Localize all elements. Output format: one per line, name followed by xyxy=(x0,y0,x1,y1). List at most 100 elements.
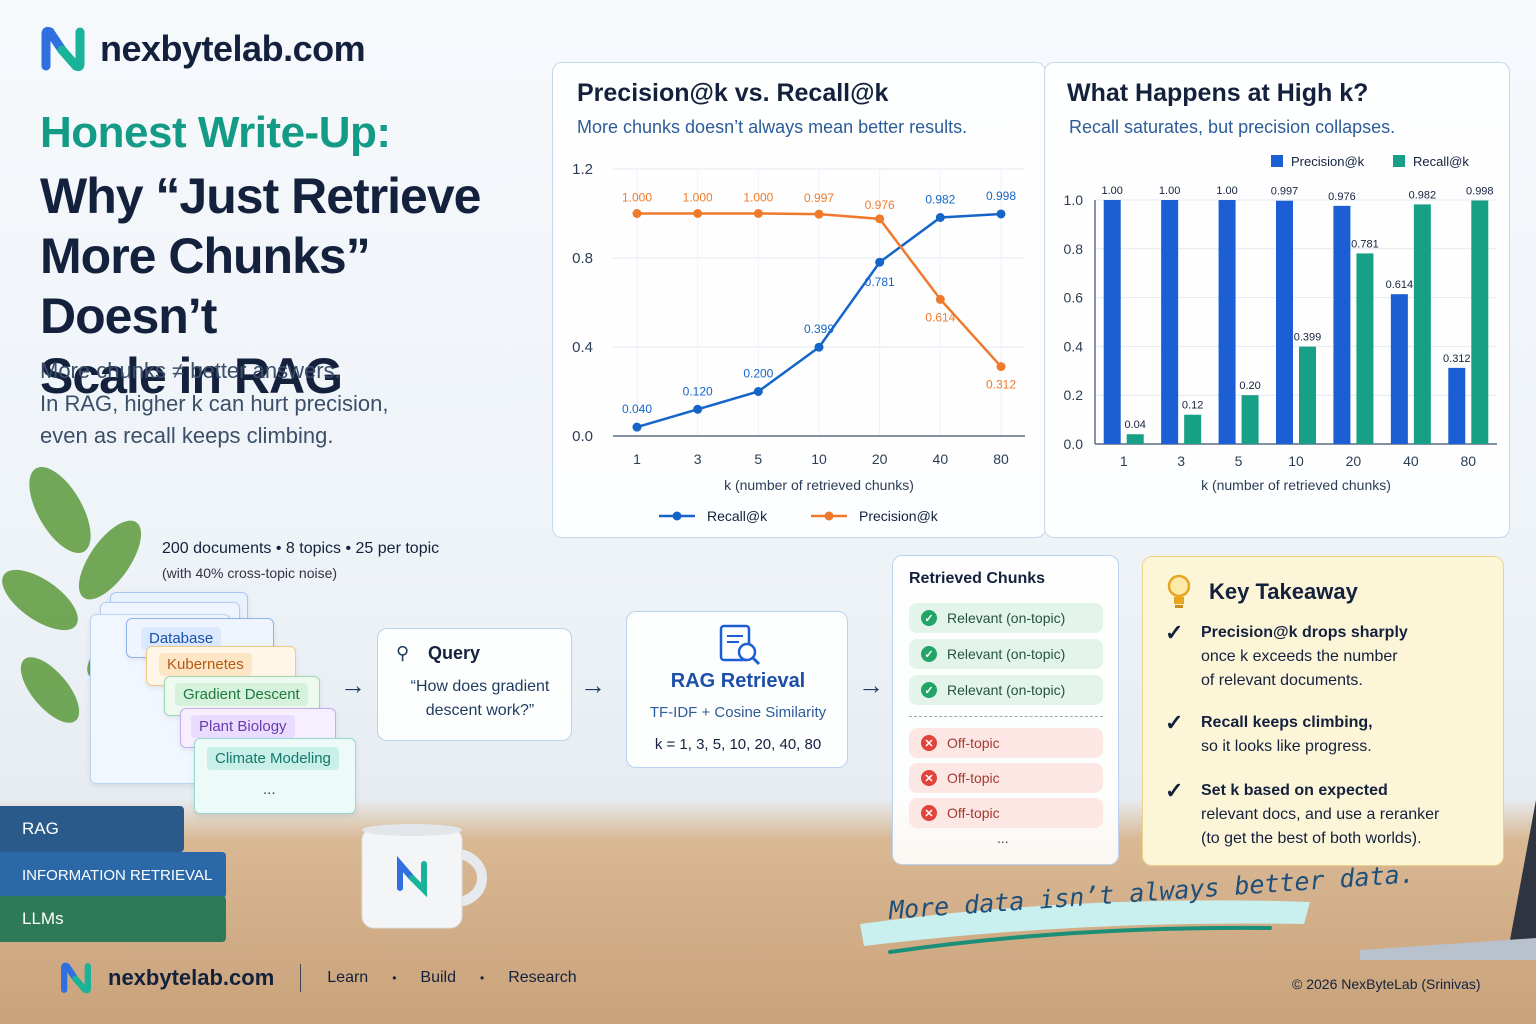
data-label: 0.781 xyxy=(1351,238,1379,250)
plant-decoration xyxy=(2,467,153,723)
mug-decoration xyxy=(361,824,487,929)
query-box: ⚲ Query “How does gradient descent work?… xyxy=(377,628,572,741)
chunk-relevant: ✓ Relevant (on-topic) xyxy=(909,675,1103,705)
x-tick-label: 20 xyxy=(1346,453,1362,469)
brand-name: nexbytelab.com xyxy=(100,28,366,69)
bar xyxy=(1333,205,1351,444)
query-text: “How does gradient descent work?” xyxy=(410,678,550,719)
book-title: INFORMATION RETRIEVAL xyxy=(22,866,213,884)
y-tick-label: 0.2 xyxy=(1064,387,1084,403)
data-point xyxy=(753,387,763,396)
footer-link-build[interactable]: Build xyxy=(420,969,456,986)
takeaway-line: (to get the best of both worlds). xyxy=(1201,830,1422,847)
headline-line: Scale in RAG xyxy=(40,348,343,404)
x-tick-label: 5 xyxy=(1235,453,1243,469)
lightbulb-icon xyxy=(1167,574,1191,608)
headline-line: More Chunks” Doesn’t xyxy=(40,228,371,344)
check-circle-icon: ✓ xyxy=(921,646,937,662)
check-icon: ✓ xyxy=(1165,710,1184,735)
chunk-offtopic: ✕ Off-topic xyxy=(909,763,1103,793)
book-title: RAG xyxy=(22,819,59,838)
y-tick-label: 1.2 xyxy=(572,161,593,178)
laptop-decoration xyxy=(1360,800,1536,960)
legend-label: Recall@k xyxy=(707,508,768,524)
bar xyxy=(1356,253,1374,444)
slogan-banner xyxy=(860,900,1310,954)
y-tick-label: 0.8 xyxy=(572,250,593,267)
data-point xyxy=(875,257,885,267)
retrieved-chunks-box: Retrieved Chunks ✓ Relevant (on-topic) ✓ R… xyxy=(892,555,1119,865)
data-label: 1.000 xyxy=(683,191,713,205)
bar xyxy=(1218,200,1236,444)
takeaway-line: Recall keeps climbing, xyxy=(1201,714,1373,731)
y-tick-label: 0.4 xyxy=(1064,338,1084,354)
footer: nexbytelab.com Learn • Build • Research xyxy=(60,962,577,994)
bar-chart: 0.0 0.2 0.4 0.6 0.8 1.0 1 1.00 0.04 3 1.00 0.12 5 1.0… xyxy=(1064,154,1497,493)
bar xyxy=(1184,414,1202,444)
book-title: LLMs xyxy=(22,909,64,928)
x-tick-label: 5 xyxy=(754,451,762,467)
retrieval-title: RAG Retrieval xyxy=(670,670,806,692)
y-tick-label: 0.0 xyxy=(1064,436,1084,452)
data-label: 0.976 xyxy=(1328,191,1356,203)
y-tick-label: 0.6 xyxy=(1064,290,1084,306)
document-search-icon xyxy=(719,624,761,666)
x-tick-label: 80 xyxy=(1460,453,1476,469)
arrow-icon: → xyxy=(580,670,606,700)
doc-label: Climate Modeling xyxy=(207,747,339,770)
x-tick-label: 20 xyxy=(872,451,888,467)
header-brand[interactable]: nexbytelab.com xyxy=(40,26,366,72)
footer-brand[interactable]: nexbytelab.com xyxy=(108,965,275,990)
data-point xyxy=(996,362,1006,372)
retrieval-ks: k = 1, 3, 5, 10, 20, 40, 80 xyxy=(654,736,822,753)
footer-link-learn[interactable]: Learn xyxy=(327,969,369,986)
x-axis-label: k (number of retrieved chunks) xyxy=(1201,477,1391,493)
chunk-offtopic: ✕ Off-topic xyxy=(909,728,1103,758)
y-tick-label: 1.0 xyxy=(1064,192,1084,208)
subtitle-line: even as recall keeps climbing. xyxy=(40,423,334,448)
bar xyxy=(1241,395,1259,444)
data-label: 0.12 xyxy=(1182,400,1203,412)
data-point xyxy=(753,209,763,218)
line-chart-panel: Precision@k vs. Recall@k More chunks doe… xyxy=(552,62,1046,538)
y-tick-label: 0.8 xyxy=(1064,241,1084,257)
chunks-title: Retrieved Chunks xyxy=(909,570,1046,587)
book-ir: INFORMATION RETRIEVAL xyxy=(0,852,226,898)
doc-more: ... xyxy=(263,781,276,798)
data-label: 1.000 xyxy=(622,191,652,205)
check-icon: ✓ xyxy=(1165,620,1184,645)
data-point xyxy=(935,213,945,223)
footer-link-research[interactable]: Research xyxy=(508,969,577,986)
data-label: 1.00 xyxy=(1216,185,1237,197)
chunks-more: ... xyxy=(997,830,1009,846)
legend-label: Precision@k xyxy=(859,508,939,524)
data-label: 0.982 xyxy=(1409,189,1437,201)
chunk-label: Relevant (on-topic) xyxy=(947,646,1066,662)
data-label: 0.614 xyxy=(1386,279,1414,291)
x-tick-label: 10 xyxy=(1288,453,1304,469)
x-tick-label: 40 xyxy=(1403,453,1419,469)
headline-green: Honest Write-Up: xyxy=(40,108,391,157)
data-point xyxy=(693,404,703,414)
line-chart-subtitle: More chunks doesn’t always mean better r… xyxy=(577,117,968,137)
chunk-offtopic: ✕ Off-topic xyxy=(909,798,1103,828)
chunk-label: Off-topic xyxy=(947,805,1000,821)
doc-label: Database xyxy=(141,627,222,650)
data-point xyxy=(632,422,642,432)
bar xyxy=(1390,294,1408,444)
data-label: 1.00 xyxy=(1102,185,1123,197)
bar xyxy=(1276,200,1293,444)
headline-line: Why “Just Retrieve xyxy=(40,168,481,224)
line-chart-title: Precision@k vs. Recall@k xyxy=(577,79,889,107)
key-takeaway-box: Key Takeaway ✓ Precision@k drops sharply… xyxy=(1142,556,1504,866)
chunk-label: Off-topic xyxy=(947,735,1000,751)
subtitle-line: In RAG, higher k can hurt precision, xyxy=(40,391,389,416)
data-label: 0.20 xyxy=(1239,380,1260,392)
check-circle-icon: ✓ xyxy=(921,610,937,626)
document-stack: Database Kubernetes Gradient Descent Pla… xyxy=(80,592,370,822)
takeaway-line: relevant docs, and use a reranker xyxy=(1201,806,1440,823)
subtitle-line: More chunks ≠ better answers. xyxy=(40,358,341,383)
arrow-icon: → xyxy=(340,670,366,700)
bar-chart-subtitle: Recall saturates, but precision collapse… xyxy=(1069,117,1396,137)
x-circle-icon: ✕ xyxy=(921,735,937,751)
